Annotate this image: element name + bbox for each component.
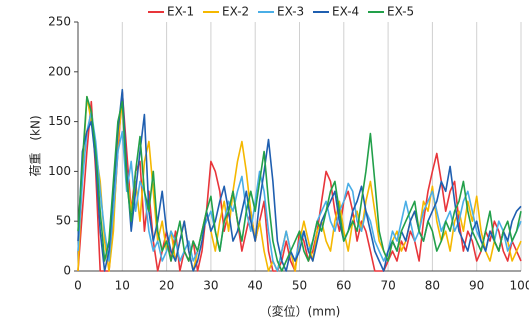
x-tick-label: 60 <box>336 279 351 293</box>
y-axis-title: 荷重 (kN) <box>29 115 43 176</box>
y-tick-label: 250 <box>48 15 71 29</box>
y-tick-label: 200 <box>48 64 71 78</box>
x-axis-title: （変位）(mm) <box>260 304 341 319</box>
y-tick-label: 0 <box>63 264 71 278</box>
x-tick-label: 40 <box>248 279 263 293</box>
y-tick-label: 100 <box>48 164 71 178</box>
legend-label: EX-5 <box>387 5 414 19</box>
x-tick-label: 50 <box>292 279 307 293</box>
y-tick-label: 50 <box>56 214 71 228</box>
x-tick-label: 10 <box>115 279 130 293</box>
series-line <box>77 95 522 272</box>
legend-label: EX-1 <box>167 5 194 19</box>
x-tick-label: 80 <box>425 279 440 293</box>
legend-label: EX-4 <box>332 5 359 19</box>
y-tick-label: 150 <box>48 114 71 128</box>
x-tick-label: 100 <box>510 279 529 293</box>
legend-label: EX-3 <box>277 5 304 19</box>
x-tick-label: 70 <box>380 279 395 293</box>
series-line <box>77 110 522 272</box>
x-tick-label: 0 <box>74 279 82 293</box>
x-tick-label: 30 <box>203 279 218 293</box>
x-tick-label: 90 <box>469 279 484 293</box>
x-tick-label: 20 <box>159 279 174 293</box>
series-line <box>77 88 522 272</box>
legend-label: EX-2 <box>222 5 249 19</box>
